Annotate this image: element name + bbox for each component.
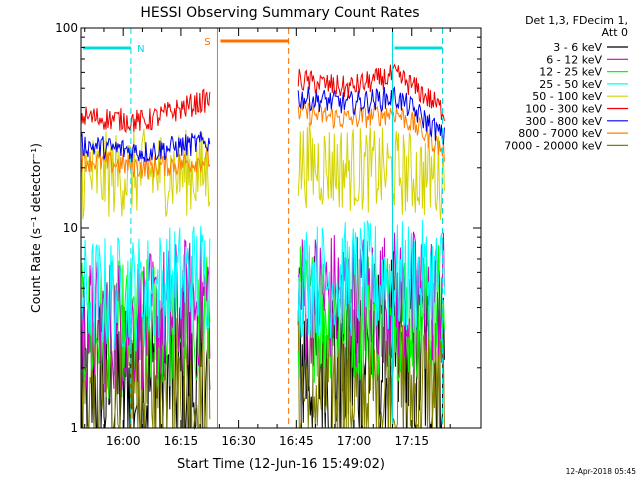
series-line-300-800-kev-seg1 — [80, 131, 211, 163]
legend-label-7: 800 - 7000 keV — [518, 127, 602, 140]
legend-label-3: 25 - 50 keV — [539, 78, 602, 91]
legend-label-6: 300 - 800 keV — [525, 115, 602, 128]
legend-label-5: 100 - 300 keV — [525, 103, 602, 116]
y-tick-label-2: 100 — [55, 21, 78, 35]
series-line-6-12-kev-seg1 — [80, 234, 211, 393]
series-6-12-kev — [80, 231, 445, 393]
legend-label-2: 12 - 25 keV — [539, 66, 602, 79]
series-line-100-300-kev-seg1 — [80, 88, 211, 134]
x-tick-label-5: 17:15 — [394, 434, 429, 448]
x-axis-label: Start Time (12-Jun-16 15:49:02) — [177, 457, 385, 472]
legend-header-line-2: Att 0 — [602, 26, 628, 39]
x-tick-label-0: 16:00 — [106, 434, 141, 448]
legend-label-1: 6 - 12 keV — [546, 53, 602, 66]
x-tick-label-2: 16:30 — [221, 434, 256, 448]
series-line-25-50-kev-seg2 — [297, 219, 445, 340]
y-tick-label-0: 1 — [70, 421, 78, 435]
series-line-100-300-kev-seg2 — [297, 63, 445, 121]
plot-annotations: NS — [83, 28, 444, 428]
annotation-label-0: N — [137, 44, 144, 55]
series-line-800-7000-kev-seg2 — [297, 101, 445, 162]
legend-header-line-1: Det 1,3, FDecim 1, — [525, 14, 628, 27]
y-axis-label: Count Rate (s⁻¹ detector⁻¹) — [28, 143, 43, 313]
series-line-800-7000-kev-seg1 — [80, 148, 211, 180]
legend-label-8: 7000 - 20000 keV — [504, 139, 602, 152]
annotation-label-1: S — [204, 37, 210, 48]
x-tick-label-3: 16:45 — [279, 434, 314, 448]
series-25-50-kev — [80, 219, 445, 352]
series-50-100-kev — [80, 122, 445, 220]
chart-title: HESSI Observing Summary Count Rates — [140, 5, 419, 21]
series-line-300-800-kev-seg2 — [297, 85, 445, 145]
series-300-800-kev — [80, 85, 445, 163]
footer-timestamp: 12-Apr-2018 05:45 — [566, 467, 637, 476]
legend-label-0: 3 - 6 keV — [553, 41, 602, 54]
series-line-6-12-kev-seg2 — [297, 231, 445, 368]
x-tick-label-4: 17:00 — [337, 434, 372, 448]
legend-label-4: 50 - 100 keV — [532, 90, 602, 103]
series-line-50-100-kev-seg2 — [297, 122, 445, 220]
series-100-300-kev — [80, 63, 445, 134]
y-tick-label-1: 10 — [63, 221, 78, 235]
plot-data — [80, 63, 445, 430]
axes: 16:00 16:15 16:30 16:45 17:00 17:15 1 10 100 — [55, 21, 481, 448]
x-tick-label-1: 16:15 — [164, 434, 199, 448]
series-line-25-50-kev-seg1 — [80, 225, 211, 352]
series-800-7000-kev — [80, 101, 445, 180]
